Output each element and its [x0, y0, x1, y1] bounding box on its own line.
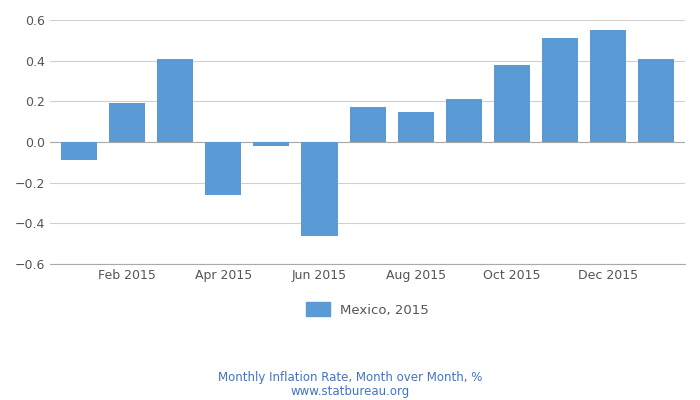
Legend: Mexico, 2015: Mexico, 2015: [306, 302, 429, 317]
Bar: [205, 142, 242, 195]
Bar: [302, 142, 337, 236]
Text: www.statbureau.org: www.statbureau.org: [290, 386, 410, 398]
Bar: [398, 112, 434, 142]
Bar: [61, 142, 97, 160]
Bar: [253, 142, 290, 146]
Bar: [638, 59, 674, 142]
Bar: [158, 59, 193, 142]
Bar: [349, 108, 386, 142]
Bar: [494, 65, 530, 142]
Bar: [446, 99, 482, 142]
Text: Monthly Inflation Rate, Month over Month, %: Monthly Inflation Rate, Month over Month…: [218, 372, 482, 384]
Bar: [542, 38, 578, 142]
Bar: [109, 104, 145, 142]
Bar: [590, 30, 626, 142]
